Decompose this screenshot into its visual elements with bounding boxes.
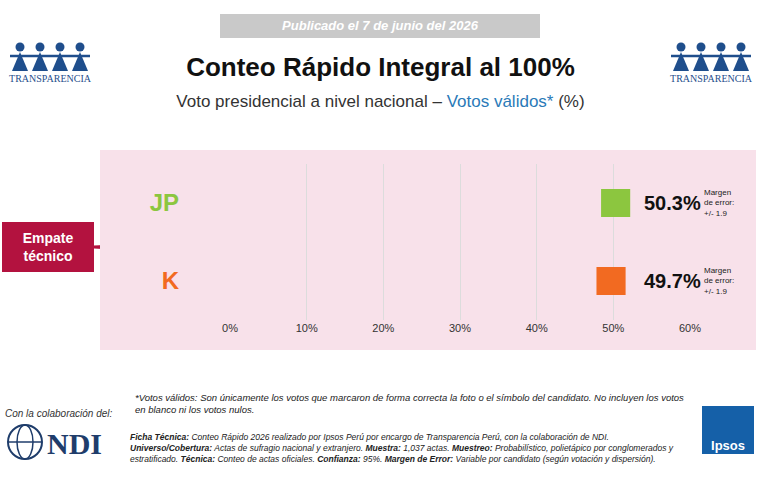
svg-text:20%: 20%: [372, 322, 394, 334]
svg-text:60%: 60%: [679, 322, 701, 334]
html-text:Ficha Técnica: Conteo Rápido 2: Ficha Técnica: Conteo Rápido 2026 realiz…: [130, 432, 609, 442]
html-text:Con la colaboración del:: Con la colaboración del:: [5, 408, 113, 419]
html-text:técnico: técnico: [23, 248, 73, 264]
svg-text:K: K: [162, 267, 180, 294]
svg-text:50%: 50%: [602, 322, 624, 334]
svg-text:Margende error:+/- 1.9: Margende error:+/- 1.9: [704, 188, 734, 218]
svg-text:49.7%: 49.7%: [644, 270, 701, 292]
svg-text:50.3%: 50.3%: [644, 192, 701, 214]
svg-text:Margende error:+/- 1.9: Margende error:+/- 1.9: [704, 266, 734, 296]
html-text:Ipsos: Ipsos: [711, 438, 745, 453]
html-text:*Votos válidos: Son únicamente: *Votos válidos: Son únicamente los votos…: [135, 392, 684, 415]
html-text:Publicado el 7 de junio del 20: Publicado el 7 de junio del 2026: [282, 18, 478, 33]
svg-text:10%: 10%: [296, 322, 318, 334]
html-text:TRANSPARENCIA: TRANSPARENCIA: [9, 73, 91, 84]
html-text:Conteo Rápido Integral al 100%: Conteo Rápido Integral al 100%: [186, 52, 575, 82]
svg-text:30%: 30%: [449, 322, 471, 334]
svg-text:0%: 0%: [222, 322, 238, 334]
svg-text:40%: 40%: [526, 322, 548, 334]
html-text:Universo/Cobertura: Actas de s: Universo/Cobertura: Actas de sufragio na…: [130, 443, 673, 464]
svg-text:JP: JP: [150, 189, 179, 216]
svg-text:NDI: NDI: [47, 427, 102, 460]
html-text:Empate: Empate: [22, 230, 74, 246]
html-text:Voto presidencial a nivel naci: Voto presidencial a nivel nacional – Vot…: [176, 92, 585, 111]
html-text:TRANSPARENCIA: TRANSPARENCIA: [670, 73, 752, 84]
